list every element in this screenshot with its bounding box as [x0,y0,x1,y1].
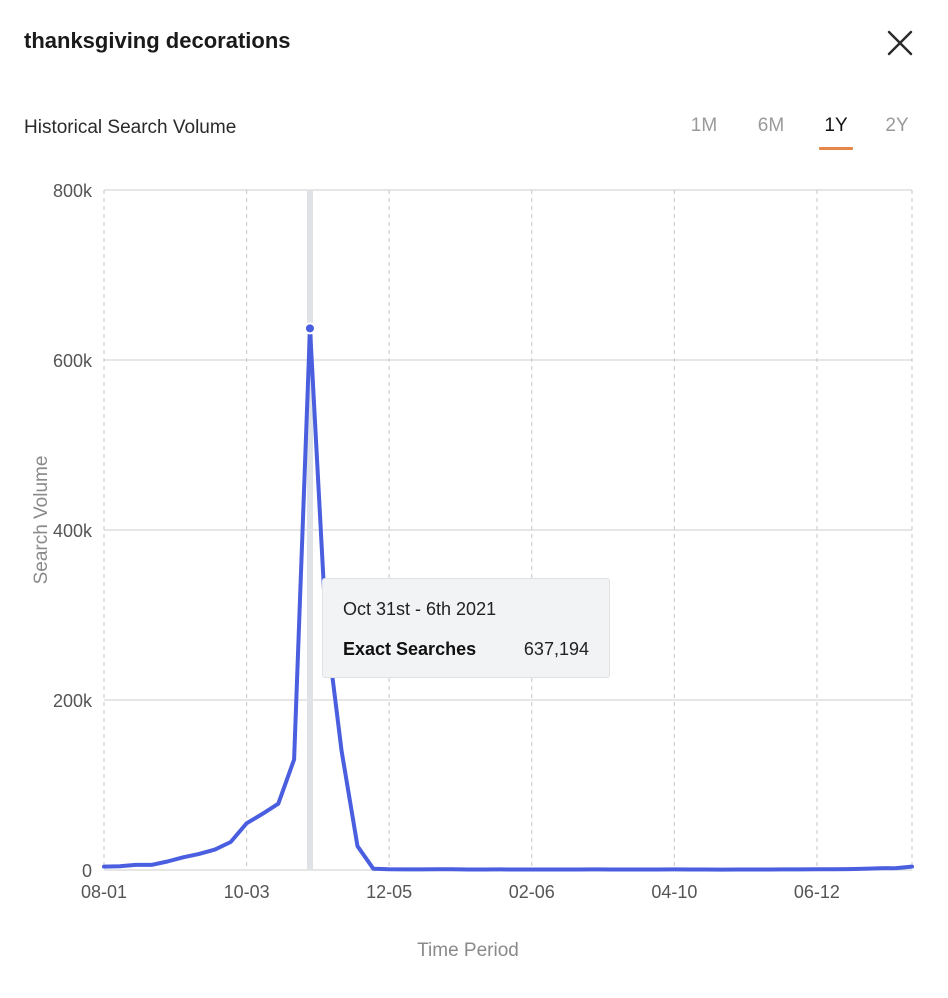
chart-tooltip: Oct 31st - 6th 2021 Exact Searches 637,1… [322,578,610,678]
y-tick-label: 400k [53,521,93,541]
time-range-selector: 1M 6M 1Y 2Y [660,115,930,155]
series-line [102,326,914,872]
range-tab-1m[interactable]: 1M [690,115,718,136]
close-icon[interactable] [882,26,918,62]
range-tab-2y[interactable]: 2Y [885,115,909,136]
x-tick-label: 04-10 [651,882,697,902]
y-tick-label: 800k [53,181,93,201]
y-tick-label: 600k [53,351,93,371]
hover-point[interactable] [303,322,316,335]
page-title: thanksgiving decorations [24,28,291,53]
y-tick-label: 200k [53,691,93,711]
x-tick-label: 10-03 [224,882,270,902]
chart-subtitle: Historical Search Volume [24,117,237,138]
x-tick-label: 08-01 [81,882,127,902]
x-tick-label: 06-12 [794,882,840,902]
y-axis-label: Search Volume [31,456,52,585]
range-tab-1y[interactable]: 1Y [814,115,858,150]
hover-highlight-band [306,190,313,870]
tooltip-value: 637,194 [523,639,589,659]
y-tick-label: 0 [82,861,92,881]
range-tab-6m[interactable]: 6M [757,115,785,136]
x-axis-label: Time Period [417,940,519,961]
tooltip-date: Oct 31st - 6th 2021 [343,599,497,619]
x-tick-label: 12-05 [366,882,412,902]
tooltip-label: Exact Searches [343,639,477,659]
x-tick-label: 02-06 [509,882,555,902]
